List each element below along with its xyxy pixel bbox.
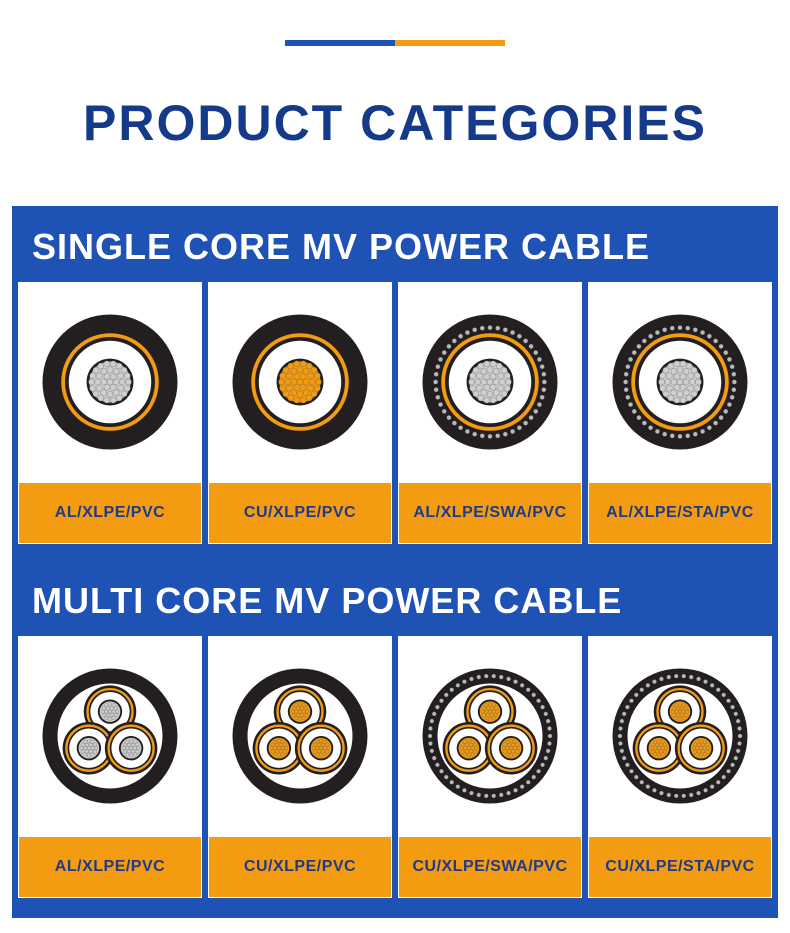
cable-cross-section-icon [588,636,772,836]
product-label: CU/XLPE/STA/PVC [588,836,772,898]
categories-panel: SINGLE CORE MV POWER CABLE AL/XLPE/PVC C… [12,206,778,918]
product-card[interactable]: AL/XLPE/SWA/PVC [398,282,582,544]
cable-cross-section-icon [398,636,582,836]
product-card[interactable]: CU/XLPE/PVC [208,282,392,544]
product-card[interactable]: AL/XLPE/PVC [18,282,202,544]
cable-cross-section-icon [208,282,392,482]
product-card[interactable]: CU/XLPE/SWA/PVC [398,636,582,898]
product-label: AL/XLPE/STA/PVC [588,482,772,544]
single-core-grid: AL/XLPE/PVC CU/XLPE/PVC AL/XLPE/SWA/PVC … [12,282,778,544]
product-label: CU/XLPE/PVC [208,482,392,544]
cable-cross-section-icon [588,282,772,482]
product-label: CU/XLPE/PVC [208,836,392,898]
product-label: AL/XLPE/PVC [18,836,202,898]
page-title: PRODUCT CATEGORIES [83,94,707,152]
product-card[interactable]: CU/XLPE/PVC [208,636,392,898]
product-card[interactable]: AL/XLPE/PVC [18,636,202,898]
product-label: AL/XLPE/PVC [18,482,202,544]
cable-cross-section-icon [18,636,202,836]
product-card[interactable]: CU/XLPE/STA/PVC [588,636,772,898]
accent-bar [285,40,505,46]
multi-core-grid: AL/XLPE/PVC CU/XLPE/PVC CU/XLPE/SWA/PVC … [12,636,778,898]
section-title-single-core: SINGLE CORE MV POWER CABLE [12,206,778,282]
cable-cross-section-icon [18,282,202,482]
page: PRODUCT CATEGORIES SINGLE CORE MV POWER … [0,0,790,933]
cable-cross-section-icon [208,636,392,836]
section-title-multi-core: MULTI CORE MV POWER CABLE [12,544,778,636]
product-label: AL/XLPE/SWA/PVC [398,482,582,544]
accent-bar-orange [395,40,505,46]
cable-cross-section-icon [398,282,582,482]
product-card[interactable]: AL/XLPE/STA/PVC [588,282,772,544]
accent-bar-blue [285,40,395,46]
product-label: CU/XLPE/SWA/PVC [398,836,582,898]
